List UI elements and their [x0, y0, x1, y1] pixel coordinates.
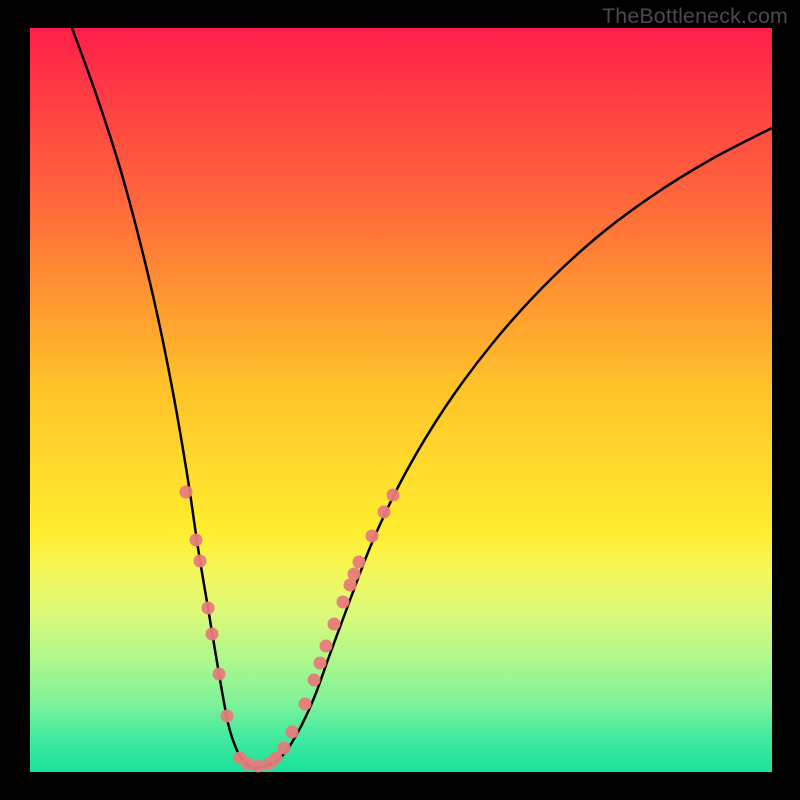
watermark-text: TheBottleneck.com: [602, 4, 788, 29]
marker-dot: [286, 726, 299, 739]
marker-dot: [194, 555, 207, 568]
marker-dot: [328, 618, 341, 631]
marker-dot: [190, 534, 203, 547]
marker-dot: [299, 698, 312, 711]
marker-dot: [387, 489, 400, 502]
marker-dot: [206, 628, 219, 641]
marker-dot: [180, 486, 193, 499]
marker-dot: [353, 556, 366, 569]
marker-dot: [366, 530, 379, 543]
marker-dot: [278, 742, 291, 755]
marker-dot: [202, 602, 215, 615]
chart-svg: [30, 28, 772, 772]
marker-dot: [378, 506, 391, 519]
marker-dot: [320, 640, 333, 653]
marker-dot: [221, 710, 234, 723]
marker-dot: [337, 596, 350, 609]
marker-dot: [308, 674, 321, 687]
marker-dot: [348, 568, 361, 581]
marker-dot: [213, 668, 226, 681]
marker-dot: [314, 657, 327, 670]
plot-area: [30, 28, 772, 772]
curve-left-branch: [72, 28, 252, 768]
curve-right-branch: [252, 128, 772, 768]
marker-dot: [252, 760, 265, 773]
marker-dots-group: [180, 486, 400, 773]
